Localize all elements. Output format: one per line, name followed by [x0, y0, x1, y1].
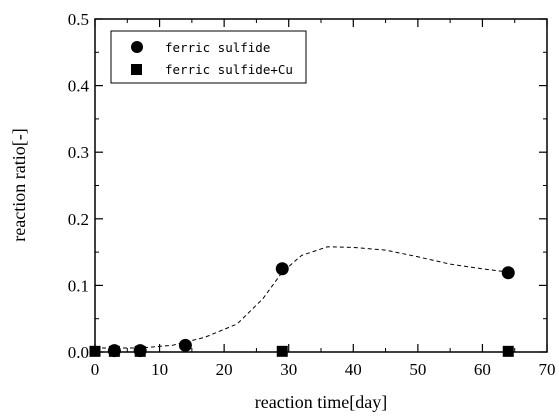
- axis-tick-labels: 0 10 20 30 40 50 60 70 0.0 0.1 0.2 0.3 0.4 0.5: [68, 10, 556, 379]
- axis-ticks: [94, 18, 548, 353]
- legend-marker-square: [131, 64, 142, 75]
- x-tick-label: 70: [539, 360, 556, 379]
- data-point-circle: [275, 262, 289, 276]
- legend-label-ferric-sulfide: ferric sulfide: [165, 40, 270, 55]
- data-point-square: [276, 345, 288, 357]
- data-point-circle: [178, 338, 192, 352]
- x-tick-label: 0: [91, 360, 100, 379]
- y-tick-label: 0.4: [68, 77, 90, 96]
- x-tick-label: 40: [345, 360, 362, 379]
- legend-box: [110, 30, 307, 84]
- data-markers: [89, 262, 515, 358]
- legend: ferric sulfide ferric sulfide+Cu: [110, 30, 307, 84]
- legend-marker-circle: [131, 41, 143, 53]
- x-tick-label: 30: [280, 360, 297, 379]
- y-tick-label: 0.0: [68, 343, 89, 362]
- x-tick-label: 20: [216, 360, 233, 379]
- data-point-square: [134, 345, 146, 357]
- data-point-square: [108, 345, 120, 357]
- y-axis-title: reaction ratio[-]: [9, 128, 29, 241]
- legend-label-ferric-sulfide-cu: ferric sulfide+Cu: [165, 62, 293, 77]
- y-tick-label: 0.2: [68, 210, 89, 229]
- data-point-circle: [501, 266, 515, 280]
- trend-line: [95, 246, 509, 349]
- data-point-square: [89, 345, 101, 357]
- y-tick-label: 0.3: [68, 143, 89, 162]
- x-tick-label: 60: [474, 360, 491, 379]
- x-tick-label: 10: [151, 360, 168, 379]
- x-tick-label: 50: [409, 360, 426, 379]
- y-tick-label: 0.5: [68, 10, 89, 29]
- data-point-square: [502, 345, 514, 357]
- y-tick-label: 0.1: [68, 276, 89, 295]
- x-axis-title: reaction time[day]: [255, 392, 387, 412]
